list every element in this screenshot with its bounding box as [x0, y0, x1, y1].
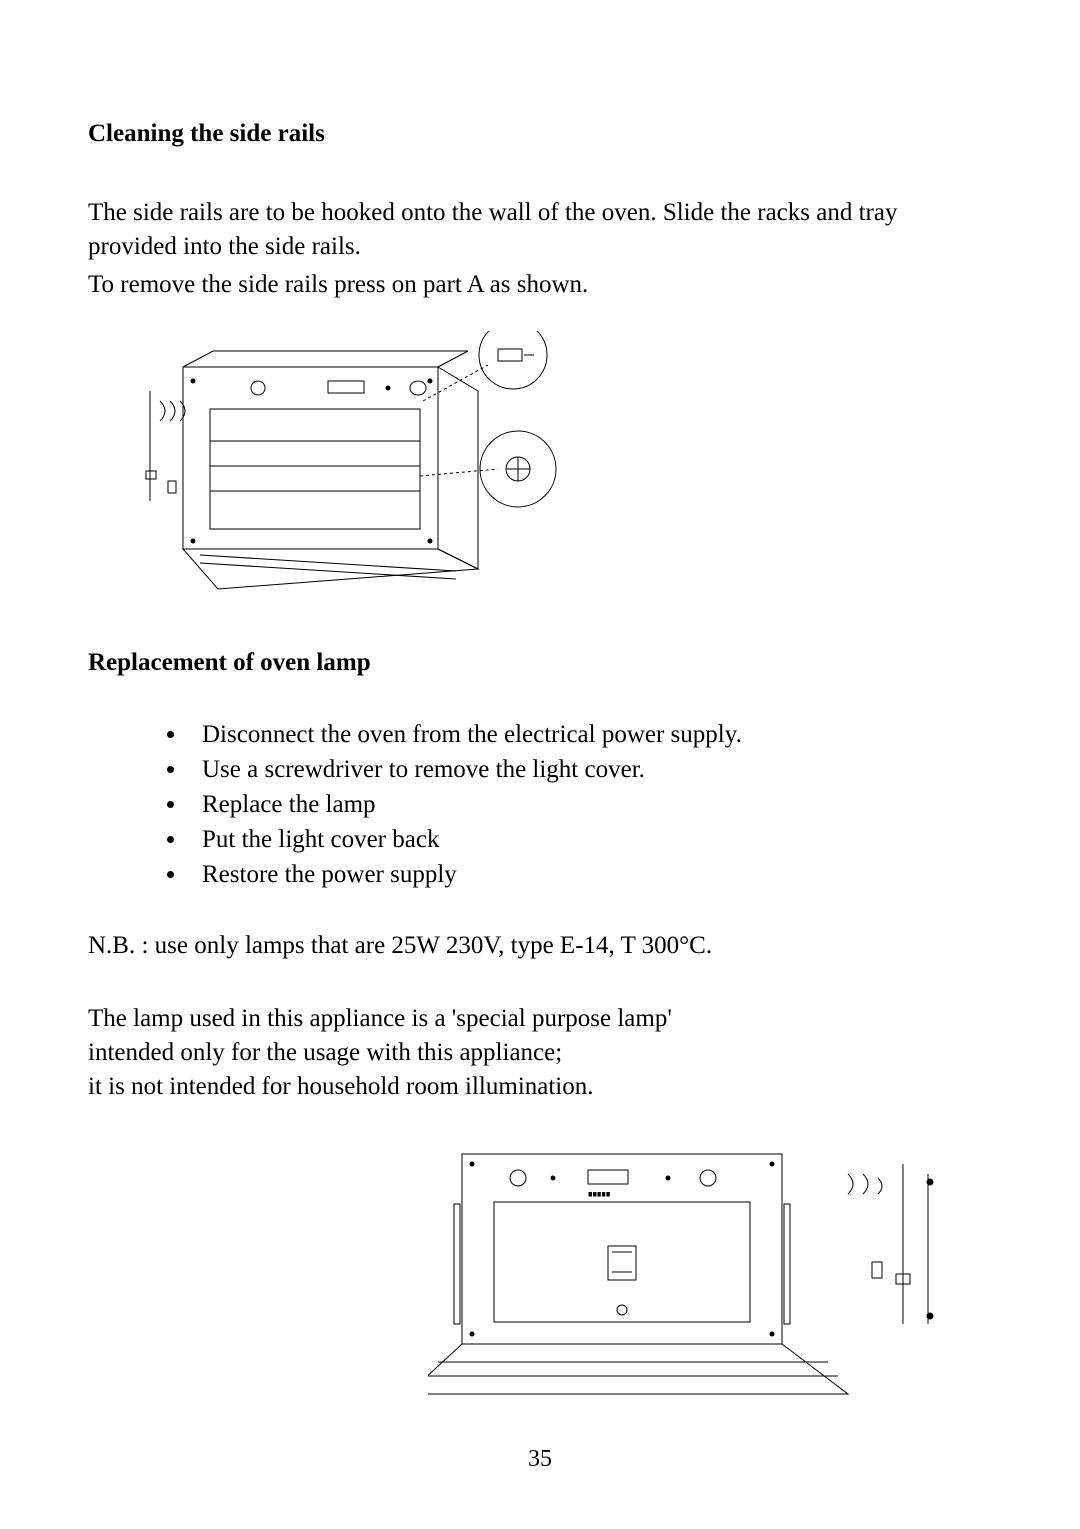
note-line: The lamp used in this appliance is a 'sp… — [88, 1002, 992, 1036]
note-line: intended only for the usage with this ap… — [88, 1036, 992, 1070]
note-line: it is not intended for household room il… — [88, 1070, 992, 1104]
oven-diagram-front: ∎∎∎∎∎ — [428, 1144, 992, 1414]
list-item: Disconnect the oven from the electrical … — [188, 717, 992, 752]
list-item: Use a screwdriver to remove the light co… — [188, 752, 992, 787]
page-number: 35 — [0, 1446, 1080, 1473]
oven-diagram-rails — [118, 331, 992, 609]
list-item: Restore the power supply — [188, 857, 992, 892]
list-item: Put the light cover back — [188, 822, 992, 857]
section-heading-cleaning: Cleaning the side rails — [88, 120, 992, 148]
lamp-steps-list: Disconnect the oven from the electrical … — [188, 717, 992, 892]
section1-body: The side rails are to be hooked onto the… — [88, 196, 992, 301]
list-item: Replace the lamp — [188, 787, 992, 822]
section1-para2: To remove the side rails press on part A… — [88, 268, 992, 302]
section1-para1: The side rails are to be hooked onto the… — [88, 196, 992, 264]
svg-text:∎∎∎∎∎: ∎∎∎∎∎ — [588, 1191, 610, 1198]
nb-text: N.B. : use only lamps that are 25W 230V,… — [88, 932, 992, 960]
lamp-note: The lamp used in this appliance is a 'sp… — [88, 1002, 992, 1103]
section-heading-lamp: Replacement of oven lamp — [88, 649, 992, 677]
